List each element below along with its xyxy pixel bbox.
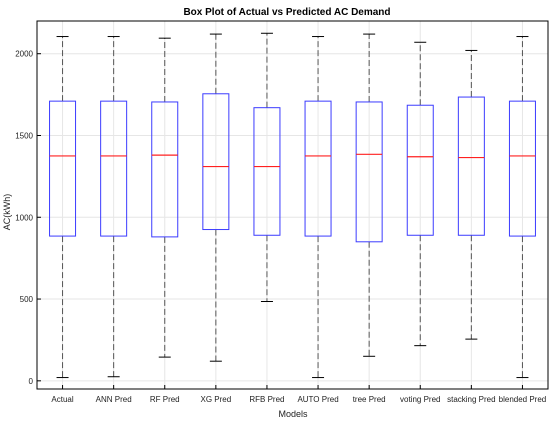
x-tick-label-3: XG Pred xyxy=(201,395,232,404)
x-tick-label-6: tree Pred xyxy=(353,395,386,404)
box-6 xyxy=(355,33,383,357)
x-axis-label: Models xyxy=(278,409,308,419)
iqr-box xyxy=(100,100,128,237)
y-tick-label-2000: 2000 xyxy=(15,50,33,59)
y-axis-label: AC(kWh) xyxy=(2,194,12,231)
x-tick-label-8: stacking Pred xyxy=(447,395,495,404)
x-tick-label-0: Actual xyxy=(51,395,73,404)
plot-frame xyxy=(36,20,549,390)
box-series xyxy=(49,32,536,379)
x-tick-label-1: ANN Pred xyxy=(96,395,132,404)
iqr-box xyxy=(406,104,434,236)
iqr-box xyxy=(49,100,77,237)
iqr-box xyxy=(355,101,383,243)
x-tick-label-5: AUTO Pred xyxy=(297,395,338,404)
box-7 xyxy=(406,41,434,347)
box-5 xyxy=(304,36,332,379)
iqr-box xyxy=(508,100,536,237)
x-tick-label-2: RF Pred xyxy=(150,395,180,404)
y-axis-ticks: 0 500 1000 1500 2000 xyxy=(15,50,41,386)
box-2 xyxy=(151,37,179,358)
x-axis-ticks: Actual ANN Pred RF Pred XG Pred RFB Pred AUTO… xyxy=(51,385,546,404)
y-tick-label-500: 500 xyxy=(20,295,34,304)
iqr-box xyxy=(457,96,485,236)
x-tick-label-4: RFB Pred xyxy=(249,395,284,404)
box-9 xyxy=(508,36,536,379)
box-3 xyxy=(202,33,230,362)
box-0 xyxy=(49,36,77,379)
iqr-box xyxy=(202,93,230,231)
y-tick-label-1500: 1500 xyxy=(15,131,33,140)
y-tick-label-1000: 1000 xyxy=(15,213,33,222)
box-1 xyxy=(100,36,128,378)
y-tick-label-0: 0 xyxy=(29,377,34,386)
iqr-box xyxy=(304,100,332,237)
chart-title: Box Plot of Actual vs Predicted AC Deman… xyxy=(183,7,390,18)
iqr-box xyxy=(253,107,281,236)
box-4 xyxy=(253,32,281,302)
box-8 xyxy=(457,49,485,340)
x-tick-label-9: blended Pred xyxy=(499,395,547,404)
iqr-box xyxy=(151,101,179,238)
x-tick-label-7: voting Pred xyxy=(400,395,440,404)
